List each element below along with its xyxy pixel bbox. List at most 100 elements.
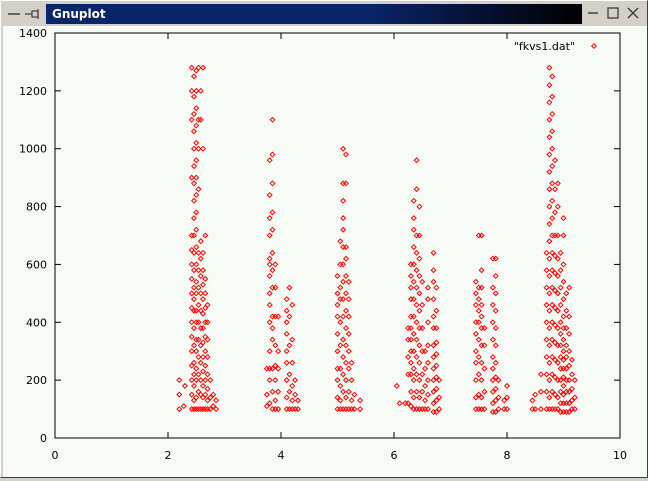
data-point (193, 122, 200, 129)
data-point (340, 261, 347, 268)
data-point (475, 336, 482, 343)
data-point (210, 403, 217, 410)
data-point (272, 397, 279, 404)
data-point (472, 348, 479, 355)
data-point (422, 365, 429, 372)
data-point (546, 203, 553, 210)
data-point (213, 406, 220, 413)
data-point (193, 105, 200, 112)
data-point (413, 267, 420, 274)
data-point (275, 313, 282, 320)
data-point (552, 304, 559, 311)
data-point (433, 362, 440, 369)
data-point (563, 325, 570, 332)
data-point (272, 342, 279, 349)
data-point (204, 385, 211, 392)
data-point (266, 157, 273, 164)
data-point (492, 408, 499, 415)
data-point (436, 394, 443, 401)
data-point (489, 284, 496, 291)
data-point (566, 284, 573, 291)
data-point (345, 348, 352, 355)
data-point (190, 249, 197, 256)
data-point (197, 359, 204, 366)
data-point (557, 284, 564, 291)
data-point (269, 116, 276, 123)
data-point (200, 281, 207, 288)
data-point (200, 368, 207, 375)
data-point (202, 348, 209, 355)
data-point (552, 356, 559, 363)
data-point (413, 186, 420, 193)
data-point (266, 272, 273, 280)
data-point (337, 382, 344, 389)
data-point (560, 232, 567, 239)
data-point (272, 284, 279, 291)
data-point (342, 290, 349, 297)
data-point (433, 351, 440, 358)
data-point (195, 116, 202, 123)
data-point (393, 382, 400, 389)
data-point (180, 403, 187, 410)
data-point (492, 255, 499, 262)
data-point (190, 359, 197, 366)
minimize-button[interactable] (584, 5, 602, 23)
data-point (571, 394, 578, 401)
data-point (345, 365, 352, 372)
data-point (489, 353, 496, 361)
data-point (193, 157, 200, 164)
data-point (348, 377, 355, 384)
data-point (195, 371, 202, 378)
data-point (472, 359, 479, 366)
data-point (188, 87, 195, 94)
data-point (266, 191, 273, 199)
data-point (430, 365, 437, 372)
data-point (560, 215, 567, 222)
y-tick-label: 400 (26, 316, 47, 329)
data-point (340, 197, 347, 204)
maximize-button[interactable] (604, 5, 622, 23)
data-point (546, 186, 553, 193)
data-point (546, 342, 553, 349)
data-point (334, 330, 341, 337)
data-point (492, 397, 499, 404)
data-point (489, 365, 496, 372)
data-point (489, 400, 496, 407)
pin-icon[interactable] (24, 6, 42, 22)
data-point (200, 64, 207, 71)
data-point (546, 64, 553, 71)
data-point (286, 284, 293, 291)
title-bar[interactable]: Gnuplot (4, 4, 644, 24)
data-point (552, 186, 559, 193)
data-point (495, 377, 502, 384)
plot-frame (54, 32, 621, 439)
data-point (552, 209, 559, 216)
data-point (275, 388, 282, 395)
data-point (176, 391, 183, 398)
data-point (334, 394, 341, 401)
data-point (188, 261, 195, 268)
data-point (424, 319, 431, 326)
data-point (430, 278, 437, 285)
data-point (430, 249, 437, 256)
data-point (266, 261, 273, 268)
data-point (195, 267, 202, 274)
x-tick-label: 8 (504, 449, 511, 462)
data-point (283, 359, 290, 366)
data-point (405, 353, 412, 361)
data-point (197, 290, 204, 297)
data-point (492, 325, 499, 332)
data-point (357, 406, 364, 413)
data-point (195, 186, 202, 193)
data-point (549, 301, 556, 308)
close-button[interactable] (624, 5, 642, 23)
data-point (543, 353, 550, 361)
data-point (272, 261, 279, 268)
window-menu-icon[interactable] (6, 6, 22, 22)
data-point (549, 249, 556, 256)
data-point (266, 255, 273, 262)
data-point (340, 388, 347, 395)
data-point (193, 336, 200, 343)
data-point (202, 275, 209, 282)
data-point (334, 348, 341, 355)
